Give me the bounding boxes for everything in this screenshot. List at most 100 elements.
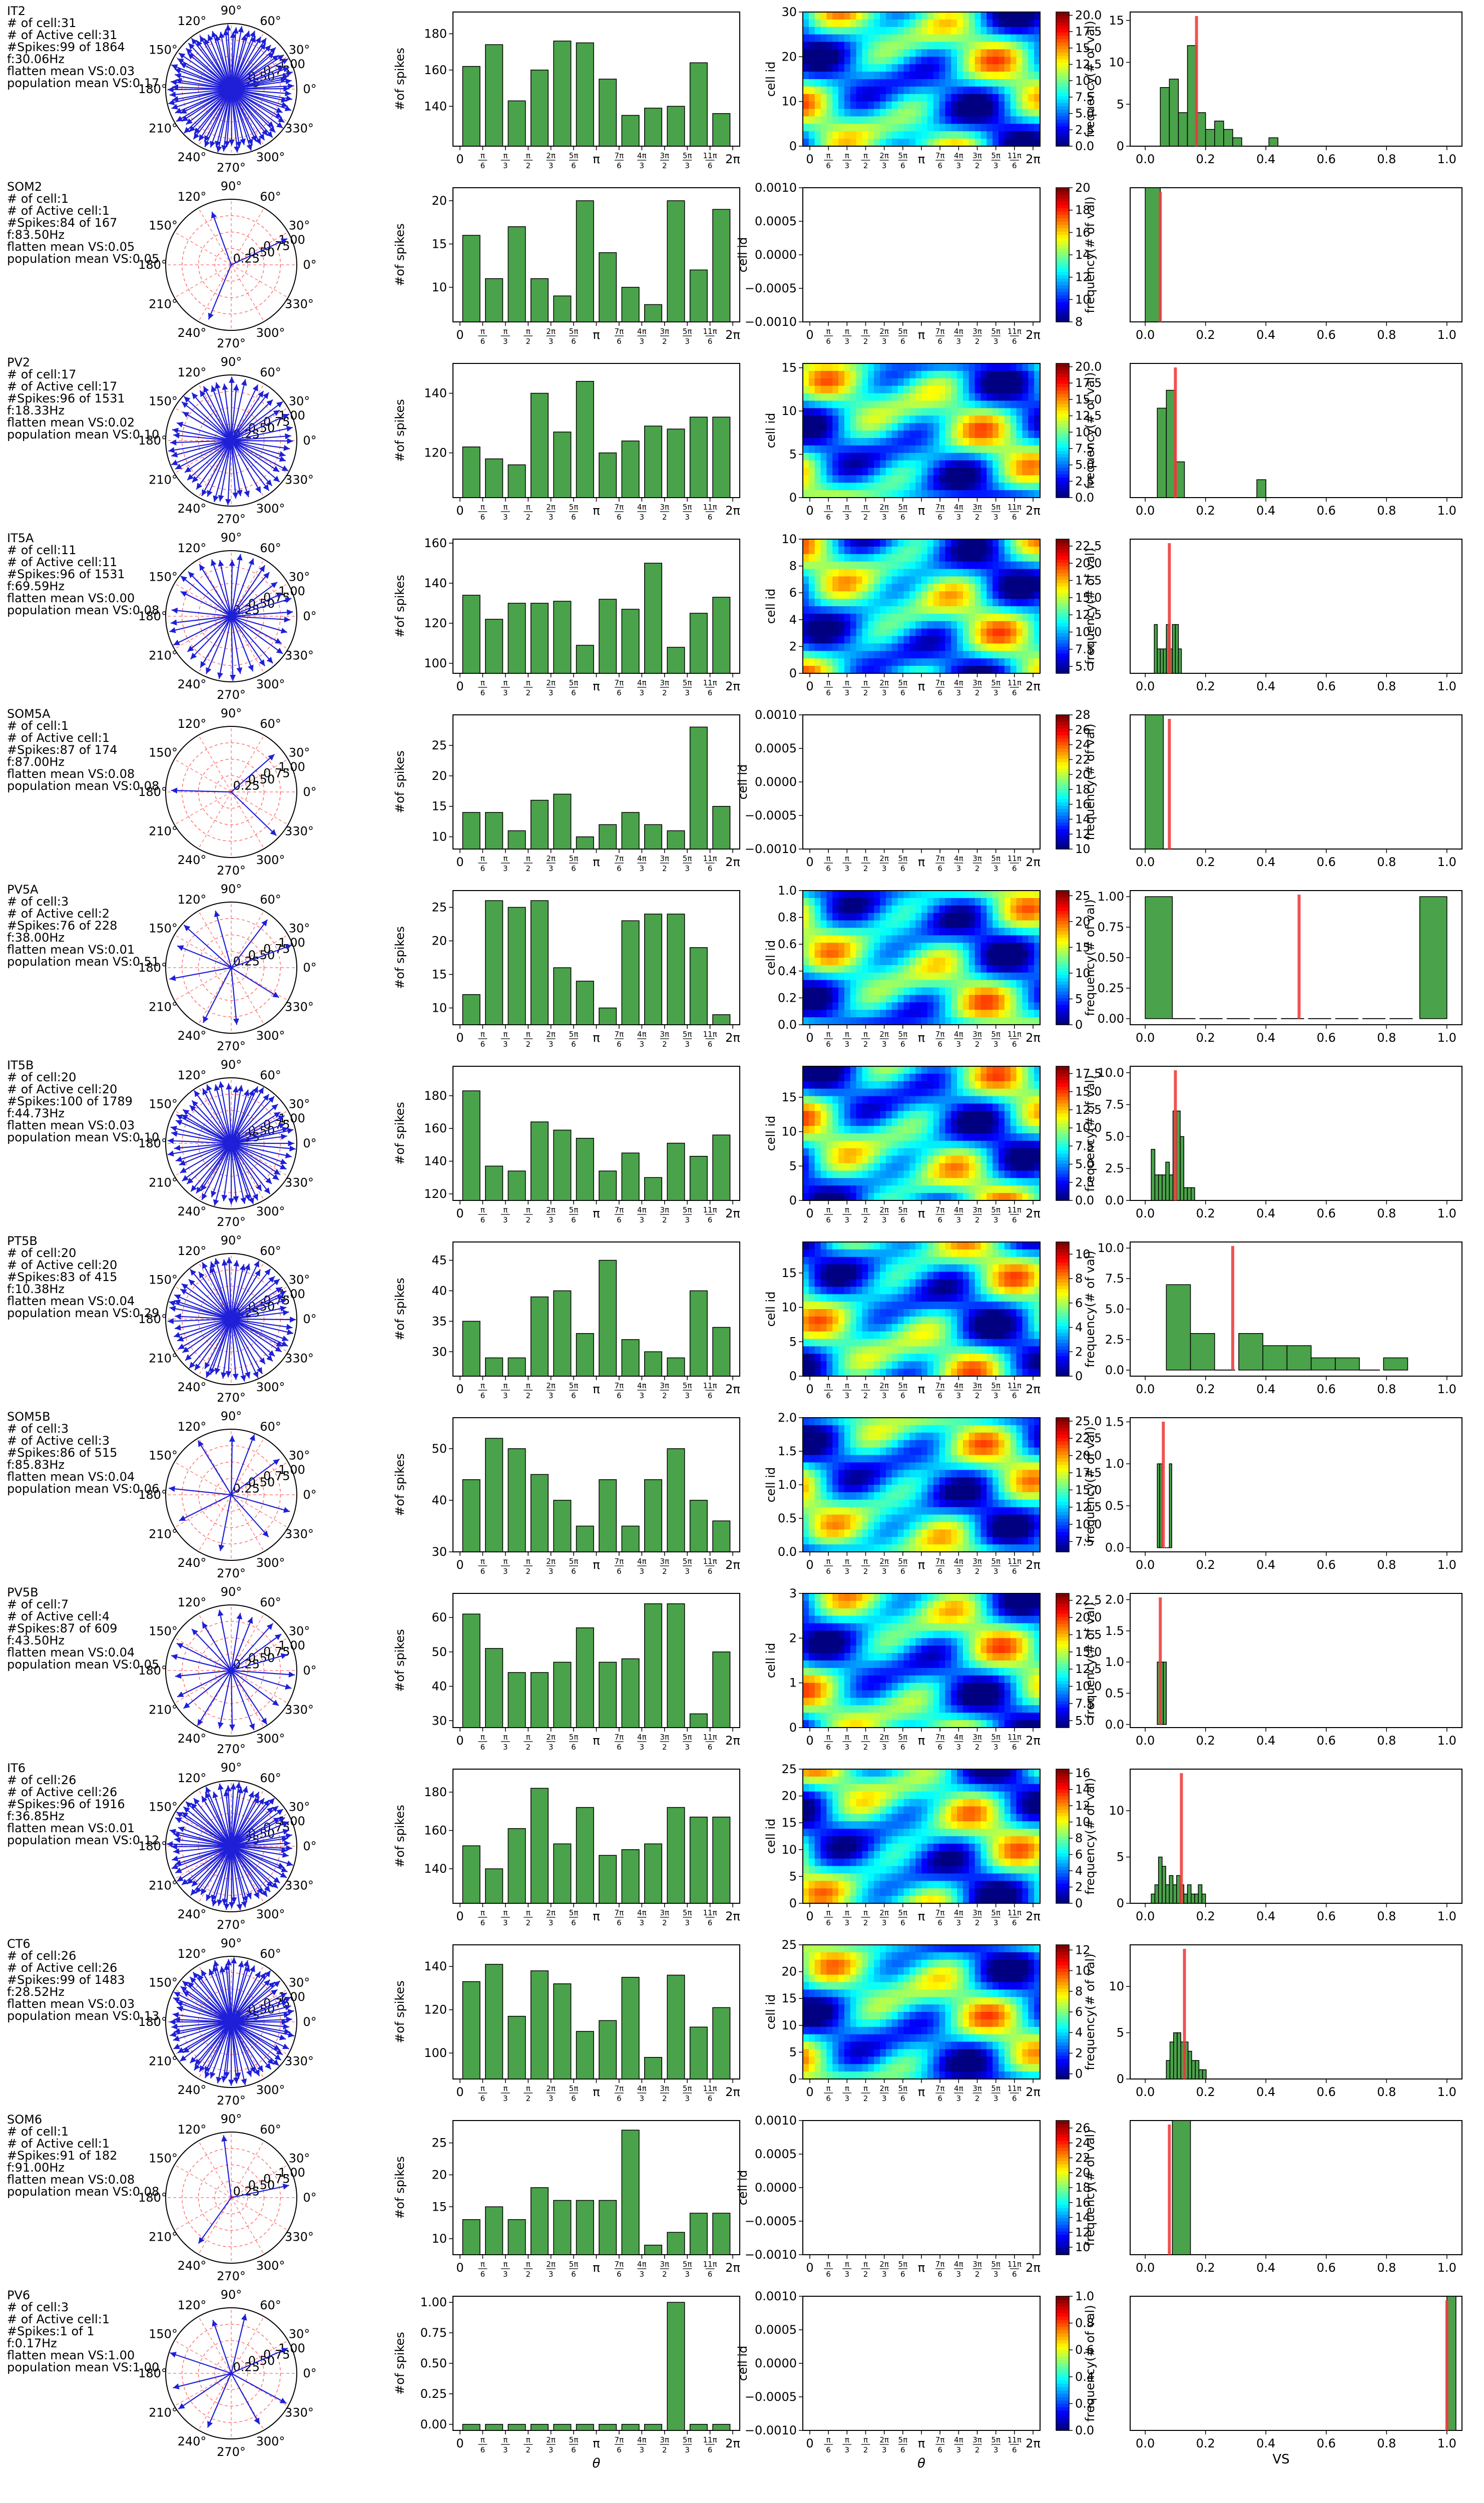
heatmap-cell [832, 1010, 839, 1018]
heatmap-cell [939, 584, 945, 592]
heatmap-cell [838, 94, 845, 102]
heatmap-cell [1010, 651, 1017, 659]
heatmap-cell [885, 86, 892, 95]
heatmap-cell [951, 599, 957, 607]
phase-arrow [231, 440, 290, 450]
heatmap-cell [868, 972, 874, 981]
heatmap-cell [1004, 400, 1011, 408]
colorbar-segment [1056, 1021, 1069, 1025]
phase-arrow [230, 616, 234, 681]
heatmap-cell [826, 49, 833, 57]
phase-arrowhead [232, 492, 239, 499]
heatmap-cell [980, 546, 987, 555]
heatmap-cell [856, 569, 863, 577]
polar-angle-label: 90° [221, 706, 242, 720]
histogram-bar [621, 287, 640, 322]
heatmap-cell [945, 628, 951, 637]
heatmap-cell [874, 483, 880, 491]
phase-arrowhead [257, 390, 264, 398]
phase-arrow [231, 582, 278, 617]
phase-arrowhead [233, 1018, 239, 1025]
histogram-bar [712, 597, 731, 674]
heatmap-cell [951, 658, 957, 666]
heatmap-cell [1028, 972, 1035, 981]
heatmap-cell [844, 415, 851, 424]
x-tick-label: 2π [879, 678, 889, 687]
heatmap-cell [974, 658, 981, 666]
heatmap-cell [939, 980, 945, 988]
heatmap-cell [968, 408, 975, 416]
heatmap-cell [1022, 453, 1029, 461]
heatmap-cell [968, 109, 975, 117]
heatmap-cell [880, 57, 886, 65]
heatmap-cell [862, 1066, 868, 1074]
colorbar-segment [1056, 755, 1069, 759]
heatmap-cell [993, 468, 999, 476]
heatmap-cell [844, 935, 851, 943]
y-tick-label: 0.0010 [755, 708, 797, 722]
y-axis-label: cell id [764, 413, 778, 449]
heatmap-cell [1028, 490, 1035, 498]
heatmap-cell [980, 928, 987, 936]
phase-arrowhead [193, 133, 200, 140]
heatmap-cell [826, 651, 833, 659]
heatmap-cell [850, 393, 857, 401]
x-tick-label: 6 [826, 161, 831, 170]
heatmap-cell [856, 1017, 863, 1025]
polar-plot: 0°30°60°90°120°150°180°210°240°270°300°3… [138, 706, 317, 878]
x-tick-label: 0 [456, 679, 463, 693]
heatmap-cell [862, 431, 868, 439]
heatmap-cell [838, 370, 845, 379]
heatmap-cell [1034, 19, 1041, 28]
heatmap-cell [1028, 57, 1035, 65]
heatmap-cell [874, 460, 880, 469]
heatmap-cell [803, 591, 809, 599]
colorbar-segment [1056, 218, 1069, 222]
heatmap-cell [814, 34, 821, 43]
heatmap-cell [957, 576, 963, 584]
heatmap-cell [862, 569, 868, 577]
heatmap-cell [862, 935, 868, 943]
heatmap-cell [850, 109, 857, 117]
heatmap-cell [945, 576, 951, 584]
heatmap-cell [850, 400, 857, 408]
phase-arrow [231, 85, 294, 90]
colorbar-segment [1056, 211, 1069, 215]
x-tick-label: 6 [937, 1040, 942, 1049]
phase-arrow [188, 571, 232, 617]
x-tick-label: 3 [994, 1040, 999, 1049]
heatmap-cell [856, 628, 863, 637]
heatmap-cell [862, 928, 868, 936]
heatmap-cell [1022, 561, 1029, 570]
heatmap-cell [826, 393, 833, 401]
heatmap-cell [832, 393, 839, 401]
heatmap-cell [915, 12, 922, 20]
heatmap-cell [856, 584, 863, 592]
heatmap-cell [951, 124, 957, 132]
heatmap-cell [968, 116, 975, 124]
heatmap-cell [962, 1066, 969, 1074]
phase-arrow [170, 440, 232, 444]
phase-arrowhead [228, 139, 235, 146]
heatmap-cell [1028, 1010, 1035, 1018]
heatmap-cell [986, 12, 993, 20]
vs-bar [1145, 714, 1164, 850]
heatmap-cell [1004, 935, 1011, 943]
heatmap-cell [844, 584, 851, 592]
heatmap-cell [999, 483, 1005, 491]
heatmap-cell [962, 468, 969, 476]
heatmap-cell [832, 987, 839, 996]
heatmap-cell [962, 64, 969, 72]
heatmap-cell [874, 636, 880, 644]
heatmap-cell [1034, 72, 1041, 80]
heatmap-cell [993, 1010, 999, 1018]
phase-arrow [168, 440, 232, 452]
colorbar-tick-label: 12.5 [1075, 608, 1102, 622]
heatmap-cell [962, 950, 969, 958]
x-tick-label: 6 [617, 688, 622, 697]
colorbar-segment [1056, 596, 1069, 600]
y-tick-label: 0.8 [778, 911, 797, 925]
heatmap-cell [957, 599, 963, 607]
heatmap-cell [915, 34, 922, 43]
